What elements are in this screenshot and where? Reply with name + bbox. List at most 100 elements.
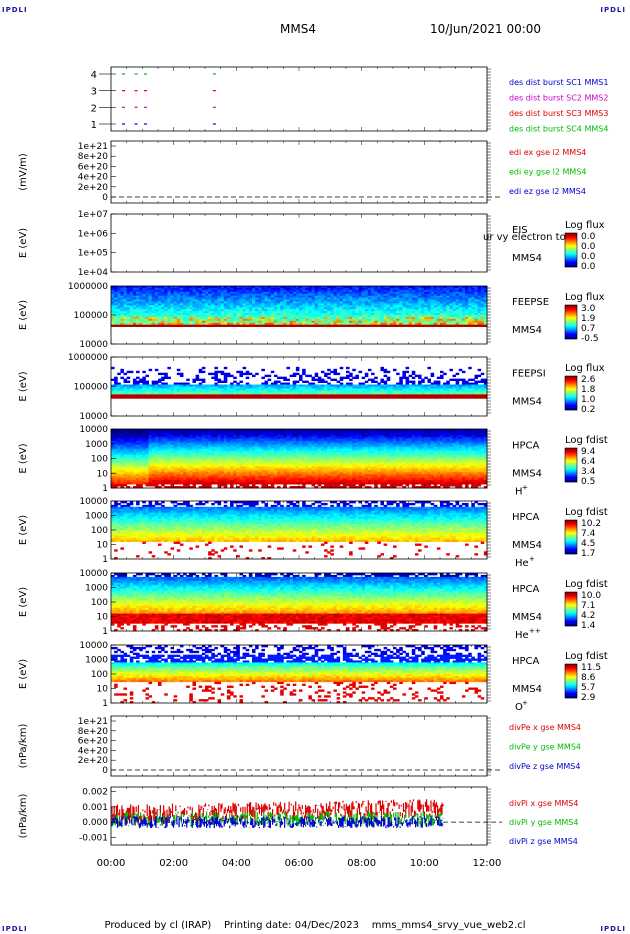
feepse-cell [211,309,215,312]
feepse-cell [414,315,419,318]
feepse-cell [405,315,410,318]
feepsi-colorbar-title: Log flux [565,363,605,374]
feepse-cell [233,293,237,297]
feepse-cell [211,324,215,327]
feepse-cell [179,305,184,308]
feepse-cell [452,293,457,297]
feepsi-y-tick-label: 10000 [79,412,108,422]
feepse-cell [302,297,306,300]
feepse-cell [226,324,231,327]
feepse-cell [151,297,156,300]
feepse-cell [289,311,294,314]
feepse-cell [367,315,372,318]
feepse-cell [440,293,444,297]
feepse-cell [408,303,413,306]
feepse-cell [374,299,378,302]
feepse-cell [374,316,378,320]
feepse-cell [320,291,325,295]
feepse-instrument-label: FEEPSE [512,297,549,308]
feepsi-cell [261,368,265,372]
feepse-cell [273,291,278,295]
feepse-cell [245,324,250,327]
feepse-cell [236,297,240,300]
feepse-cell [245,318,250,322]
feepse-cell [358,309,363,312]
feepse-cell [424,286,428,289]
feepse-cell [327,320,331,324]
feepse-cell [255,293,259,297]
eis-colorbar-cell [565,259,577,261]
feepse-cell [317,309,322,312]
feepse-cell [170,297,175,300]
feepse-cell [189,286,193,289]
feepse-cell [173,320,178,324]
feepsi-cell [411,376,416,380]
feepse-cell [214,313,218,316]
feepse-cell [192,305,196,308]
feepse-cell [273,297,278,300]
feepse-cell [440,313,444,316]
feepse-cell [389,303,394,306]
feepse-cell [267,287,272,291]
feepse-cell [136,311,140,314]
feepse-cell [292,311,297,314]
feepse-cell [179,320,184,324]
feepse-cell [342,307,347,310]
feepse-cell [346,289,350,293]
feepse-cell [164,307,168,310]
feepse-cell [443,299,447,302]
feepse-cell [480,324,485,327]
feepse-cell [189,293,193,297]
feepse-cell [480,313,485,316]
feepse-cell [233,301,237,304]
feepse-cell [414,301,419,304]
feepse-cell [380,307,384,310]
feepsi-cell [468,378,472,381]
feepse-cell [446,320,450,324]
feepse-cell [136,286,140,289]
eis-colorbar-cell [565,239,577,241]
feepse-cell [474,286,478,289]
feepse-cell [364,316,369,320]
feepse-cell [483,291,488,295]
feepse-cell [292,315,297,318]
feepse-cell [374,305,378,308]
feepse-cell [139,301,143,304]
feepse-cell [458,320,463,324]
feepse-cell [186,311,190,314]
feepse-cell [480,320,485,324]
feepse-cell [333,318,337,322]
feepse-cell [148,287,153,291]
feepse-cell [295,301,300,304]
feepse-cell [314,318,319,322]
feepsi-cell [361,396,366,399]
feepse-cell [233,311,237,314]
feepse-cell [214,315,218,318]
feepse-cell [380,309,384,312]
spacecraft-title: MMS4 [280,22,316,36]
feepse-cell [327,303,331,306]
feepse-cell [167,295,171,298]
feepse-cell [383,311,388,314]
feepse-cell [292,320,297,324]
feepse-cell [367,311,372,314]
feepse-cell [408,295,413,298]
feepse-cell [142,309,146,312]
feepse-cell [145,309,149,312]
feepse-cell [396,303,400,306]
feepse-cell [201,320,206,324]
feepse-cell [239,318,243,322]
feepse-cell [443,303,447,306]
feepse-cell [280,289,284,293]
feepse-cell [424,295,428,298]
feepsi-cell [449,396,453,399]
feepsi-cell [480,396,485,399]
feepse-cell [327,293,331,297]
feepse-cell [176,299,181,302]
feepse-cell [214,291,218,295]
feepse-cell [217,307,222,310]
feepse-cell [214,303,218,306]
feepse-cell [189,297,193,300]
feepsi-cell [374,376,378,380]
feepse-cell [414,289,419,293]
